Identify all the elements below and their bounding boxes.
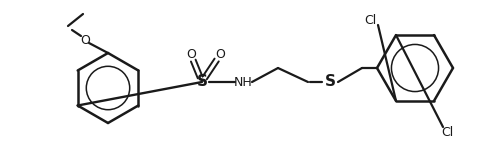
Text: Cl: Cl bbox=[364, 14, 376, 27]
Text: Cl: Cl bbox=[441, 125, 453, 138]
Text: O: O bbox=[80, 33, 90, 46]
Text: O: O bbox=[186, 49, 196, 62]
Text: O: O bbox=[215, 49, 225, 62]
Text: S: S bbox=[324, 75, 336, 89]
Text: NH: NH bbox=[234, 76, 252, 89]
Text: S: S bbox=[197, 75, 208, 89]
